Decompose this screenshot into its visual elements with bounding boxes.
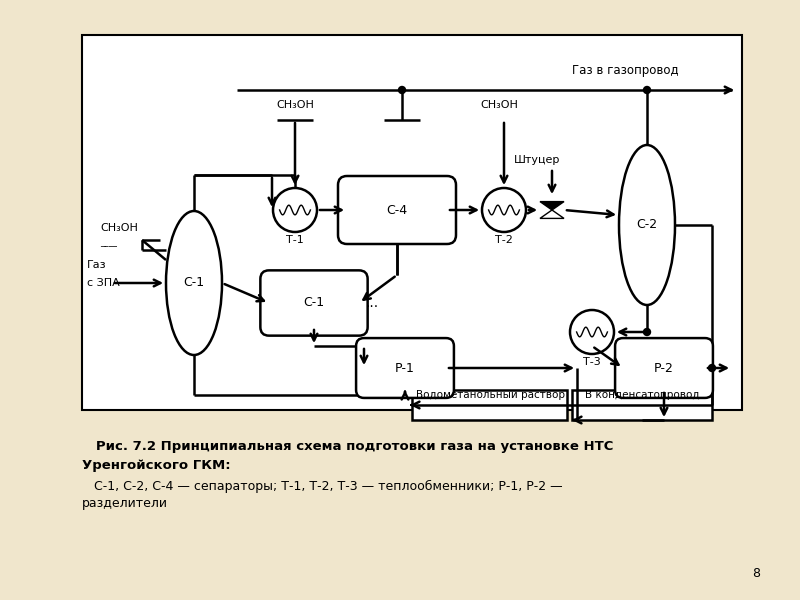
Text: Р-1: Р-1 [395,361,415,374]
Circle shape [273,188,317,232]
Circle shape [709,364,715,371]
Text: С-1: С-1 [303,296,325,310]
Ellipse shape [166,211,222,355]
Text: CH₃OH: CH₃OH [276,100,314,110]
Text: CH₃OH: CH₃OH [100,223,138,233]
FancyBboxPatch shape [338,176,456,244]
Polygon shape [540,210,564,218]
Ellipse shape [619,145,675,305]
Text: С-4: С-4 [386,203,407,217]
Text: Уренгойского ГКМ:: Уренгойского ГКМ: [82,459,230,472]
Text: С-1: С-1 [183,277,205,289]
Polygon shape [540,202,564,210]
Text: разделители: разделители [82,497,168,510]
Text: С-2: С-2 [637,218,658,232]
Text: Водометанольный раствор: Водометанольный раствор [415,390,565,400]
Text: Газ: Газ [87,260,106,270]
Circle shape [482,188,526,232]
Text: Штуцер: Штуцер [514,155,560,165]
Text: с ЗПА: с ЗПА [87,278,120,288]
FancyBboxPatch shape [615,338,713,398]
Text: Т-3: Т-3 [583,357,601,367]
Text: Р-2: Р-2 [654,361,674,374]
Text: Т-2: Т-2 [495,235,513,245]
Text: С-1, С-2, С-4 — сепараторы; Т-1, Т-2, Т-3 — теплообменники; Р-1, Р-2 —: С-1, С-2, С-4 — сепараторы; Т-1, Т-2, Т-… [82,480,562,493]
Text: В конденсатопровод: В конденсатопровод [585,390,699,400]
Circle shape [570,310,614,354]
FancyBboxPatch shape [82,35,742,410]
Text: Т-1: Т-1 [286,235,304,245]
FancyBboxPatch shape [412,390,567,420]
Circle shape [398,86,406,94]
Text: ...: ... [366,296,378,310]
Text: Газ в газопровод: Газ в газопровод [572,64,678,77]
FancyBboxPatch shape [260,271,368,335]
FancyBboxPatch shape [572,390,712,420]
FancyBboxPatch shape [356,338,454,398]
Text: CH₃OH: CH₃OH [480,100,518,110]
Text: Рис. 7.2 Принципиальная схема подготовки газа на установке НТС: Рис. 7.2 Принципиальная схема подготовки… [82,440,614,453]
Circle shape [643,86,650,94]
Circle shape [643,329,650,335]
Text: 8: 8 [752,567,760,580]
Text: ____: ____ [100,238,117,247]
